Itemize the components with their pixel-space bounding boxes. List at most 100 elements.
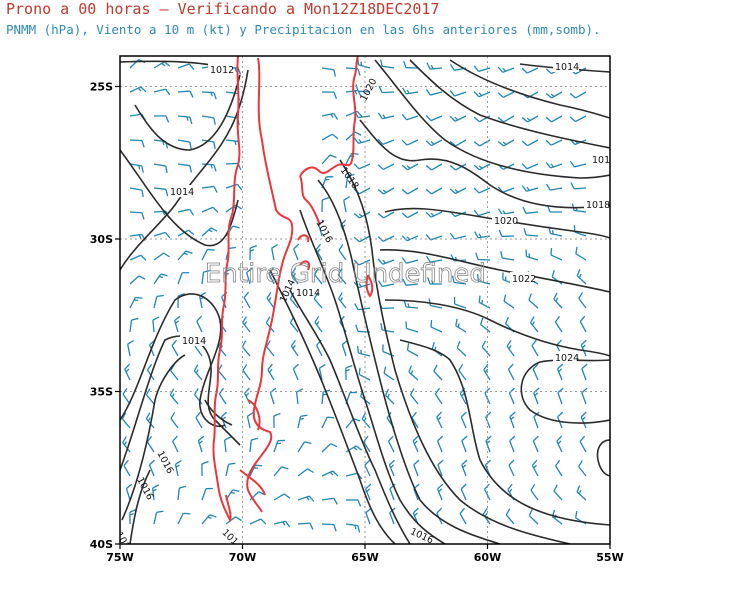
wind-barb [122, 388, 131, 405]
wind-barb [365, 507, 372, 525]
wind-barb [451, 275, 467, 285]
wind-barb [321, 497, 338, 505]
isobar-line [134, 74, 241, 151]
wind-barb [345, 445, 363, 453]
wind-barb [522, 206, 539, 214]
wind-barb [145, 388, 155, 405]
wind-barb [402, 87, 419, 95]
wind-barb [314, 268, 323, 285]
isobars [120, 59, 610, 544]
wind-barb [581, 363, 588, 381]
wind-barb [460, 483, 467, 501]
isobar-line [596, 439, 610, 477]
wind-barb [153, 163, 168, 174]
wind-barb [321, 154, 337, 165]
wind-barb [354, 303, 371, 311]
isobar-label: 1018 [338, 165, 361, 191]
wind-barb [377, 187, 395, 195]
wind-barb [456, 341, 467, 357]
coastline-interior-3 [297, 234, 310, 243]
isobar-line [120, 335, 241, 471]
wind-barb [169, 388, 179, 405]
wind-barb [195, 411, 203, 429]
wind-barb [434, 387, 443, 405]
wind-barb [297, 468, 314, 477]
wind-barb [177, 163, 193, 173]
wind-barb [528, 293, 539, 309]
wind-barb [201, 115, 216, 125]
wind-barb [353, 163, 371, 170]
wind-barb [401, 113, 419, 121]
wind-barb [290, 267, 299, 285]
wind-barb [321, 523, 337, 532]
wind-barb [363, 435, 371, 453]
wind-barb [242, 364, 251, 381]
wind-barb [201, 514, 217, 525]
wind-barb [460, 411, 467, 429]
map-title: Prono a 00 horas — Verificando a Mon12Z1… [6, 0, 440, 18]
wind-barb [345, 67, 361, 76]
wind-barb [521, 115, 539, 123]
wind-barb [337, 268, 347, 285]
isobar-line [374, 59, 610, 179]
wind-barb [509, 435, 516, 453]
wind-barb [273, 493, 291, 501]
wind-barb [377, 112, 395, 120]
wind-barb [380, 59, 395, 69]
wind-barb [338, 292, 347, 309]
wind-barb [412, 435, 419, 453]
wind-barb [508, 387, 516, 405]
wind-barb [177, 139, 192, 150]
wind-barb [413, 459, 420, 477]
wind-barb [173, 315, 181, 333]
wind-barb [177, 90, 194, 98]
wind-barb [172, 435, 179, 453]
isobar-label: 1014 [182, 336, 206, 347]
wind-barb [321, 91, 338, 99]
wind-barb [532, 435, 539, 453]
wind-barb [345, 110, 363, 117]
wind-barb [473, 139, 491, 147]
wind-barb [473, 115, 491, 123]
wind-barb [402, 278, 419, 286]
wind-barb [380, 322, 395, 333]
wind-barb [268, 267, 275, 285]
isobar-line [120, 69, 249, 271]
wind-barb [484, 387, 491, 405]
undefined-grid-message: Entire Grid Undefined [205, 259, 486, 289]
coastline [212, 56, 374, 523]
wind-barb [153, 88, 171, 96]
wind-barb [578, 292, 587, 309]
wind-barb [408, 365, 419, 381]
wind-barb [449, 90, 467, 97]
wind-barb [249, 437, 259, 453]
wind-barb [177, 272, 190, 285]
wind-barb [556, 363, 564, 381]
wind-barb [321, 67, 337, 77]
wind-barb [485, 435, 492, 453]
wind-barb [338, 244, 347, 261]
wind-barb [129, 211, 145, 220]
wind-barb [473, 65, 491, 73]
wind-barb [153, 231, 171, 239]
wind-barb [290, 339, 299, 357]
wind-barb [497, 66, 515, 73]
wind-barb [201, 91, 217, 100]
wind-barb [377, 258, 395, 265]
wind-barb [401, 163, 419, 171]
isobar-label: 1018 [586, 200, 610, 211]
wind-barb [436, 411, 443, 429]
wind-barb [129, 254, 147, 261]
isobar-line [339, 159, 571, 544]
wind-barb [387, 435, 395, 453]
y-tick-label: 40S [90, 538, 113, 551]
wind-barb [532, 363, 539, 381]
wind-barb [201, 185, 218, 193]
wind-barb [297, 522, 314, 530]
wind-barb [153, 115, 170, 123]
wind-barb [403, 300, 419, 309]
isobar-line [269, 269, 396, 544]
wind-barb [461, 459, 468, 477]
wind-barb [217, 364, 227, 381]
